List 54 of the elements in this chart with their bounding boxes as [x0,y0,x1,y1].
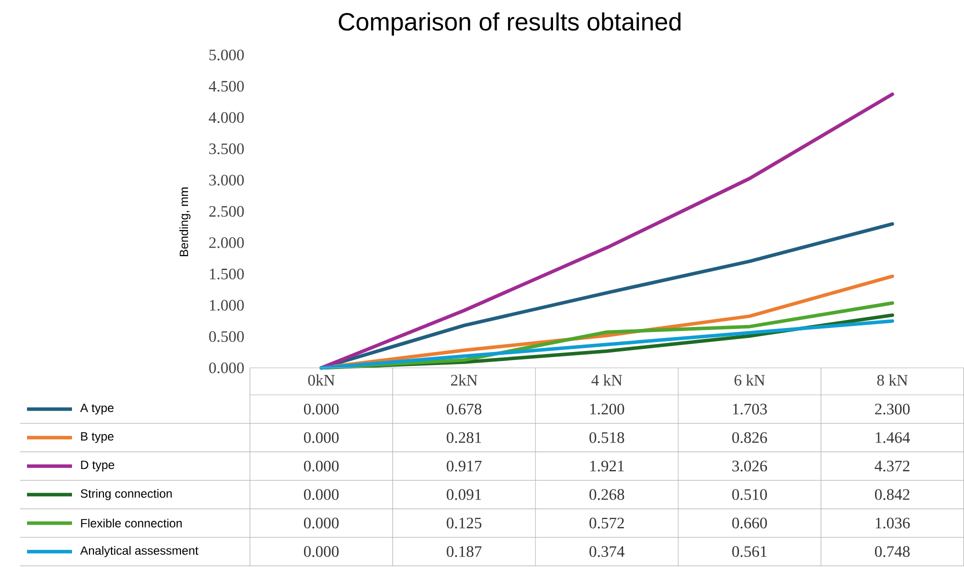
data-label: 1.200 [590,404,624,415]
data-label: 1.464 [876,432,910,444]
data-label: 4.372 [874,460,910,472]
legend-label: A type [80,404,114,415]
y-tick-label: 4.500 [208,80,244,92]
y-tick-label: 1.500 [210,268,244,280]
data-label: 0.678 [446,404,482,415]
data-label: 0.842 [875,489,910,500]
data-label: 0.660 [732,518,767,529]
data-label: 0.000 [304,432,339,444]
data-label: 0.125 [446,518,482,529]
data-label: 0.000 [304,489,339,500]
data-label: 0.748 [875,546,910,558]
legend-label: D type [81,460,114,472]
x-tick-label: 4 kN [591,374,622,386]
y-tick-label: 0.500 [209,331,244,342]
x-tick-label: 8 kN [877,374,908,386]
legend-label: B type [81,432,114,444]
y-tick-label: 3.500 [209,144,244,154]
data-label: 0.572 [590,518,624,529]
x-tick-label: 2kN [451,374,478,386]
data-label: 2.300 [875,404,910,415]
data-label: 0.510 [732,489,767,500]
data-label: 0.518 [590,432,624,444]
y-tick-label: 2.500 [209,206,244,217]
data-label: 0.000 [304,518,339,529]
x-tick-label: 6 kN [734,374,765,386]
data-label: 1.036 [876,518,910,529]
data-label: 1.703 [733,404,767,415]
data-label: 1.921 [590,460,624,472]
y-tick-label: 4.000 [208,112,244,124]
y-tick-label: 3.000 [209,174,244,186]
y-axis-title: Bending, mm [179,188,191,256]
legend-label: Analytical assessment [80,546,198,558]
data-label: 0.000 [304,460,339,472]
data-label: 0.000 [304,404,339,415]
legend-label: String connection [80,489,172,500]
data-label: 0.268 [590,489,624,500]
y-tick-label: 1.000 [210,300,244,311]
data-label: 0.091 [446,489,482,500]
data-label: 0.917 [446,460,482,472]
data-label: 0.374 [590,546,624,558]
chart-title: Comparison of results obtained [338,12,680,36]
data-label: 0.826 [732,432,768,444]
data-label: 0.187 [446,546,482,558]
data-label: 0.000 [304,546,339,558]
y-tick-label: 0.000 [209,362,244,374]
data-label: 0.561 [732,546,767,558]
y-tick-label: 5.000 [209,50,244,60]
data-label: 0.281 [446,432,482,444]
y-tick-label: 2.000 [209,237,244,248]
legend-label: Flexible connection [81,518,182,528]
data-label: 3.026 [732,460,768,472]
x-tick-label: 0kN [308,374,335,386]
